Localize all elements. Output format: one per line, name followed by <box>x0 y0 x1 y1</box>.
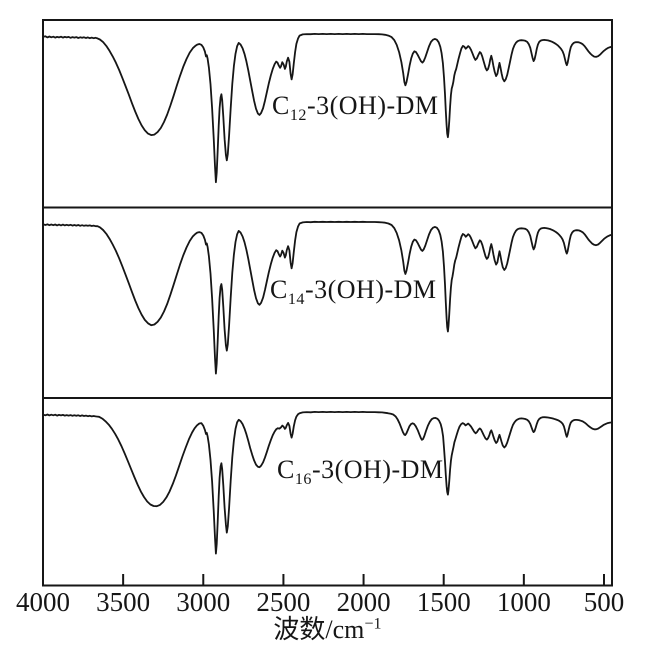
x-axis-tick-label: 1500 <box>416 587 471 617</box>
panel-frames <box>42 19 613 587</box>
spectrum-trace-12 <box>42 33 613 184</box>
panel-label-c12-subscript: 12 <box>289 107 307 125</box>
x-axis-tick-label: 2000 <box>336 587 391 617</box>
x-axis-tick-label: 3500 <box>96 587 151 617</box>
panel-label-c14-subscript: 14 <box>287 291 305 309</box>
x-axis-tick-label: 4000 <box>16 587 70 617</box>
panel-label-c16-subscript: 16 <box>294 471 312 489</box>
spectra-traces <box>42 33 613 555</box>
x-axis-title-text: 波数/cm <box>273 615 365 644</box>
panel-label-c14: C14-3(OH)-DM <box>270 275 437 308</box>
panel-label-c14-rest: -3(OH)-DM <box>304 275 437 304</box>
spectrum-trace-14 <box>42 220 613 375</box>
x-axis-tick-label: 500 <box>583 587 625 617</box>
panel-label-c12-rest: -3(OH)-DM <box>306 91 439 120</box>
x-axis-title-exponent: −1 <box>364 615 382 633</box>
x-axis-tick-label: 1000 <box>496 587 551 617</box>
panel-label-c14-prefix: C <box>270 275 288 304</box>
panel-label-c12: C12-3(OH)-DM <box>272 91 439 124</box>
panel-label-c12-prefix: C <box>272 91 290 120</box>
panel-label-c16-prefix: C <box>277 455 295 484</box>
x-axis-tick-label: 3000 <box>176 587 231 617</box>
x-axis-tick-label: 2500 <box>256 587 311 617</box>
plot-border <box>42 19 613 587</box>
x-axis-title: 波数/cm−1 <box>43 615 612 644</box>
panel-label-c16-rest: -3(OH)-DM <box>311 455 444 484</box>
panel-label-c16: C16-3(OH)-DM <box>277 455 444 488</box>
spectrum-trace-16 <box>42 410 613 555</box>
x-axis-ticks <box>42 574 605 585</box>
